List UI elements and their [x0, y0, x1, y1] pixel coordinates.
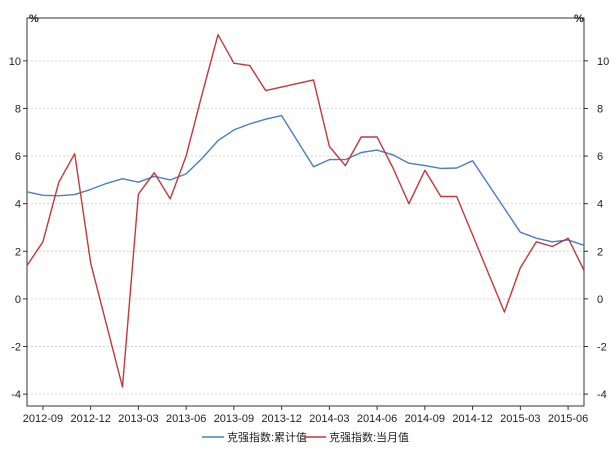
y-tick-label-right: 2	[597, 246, 603, 258]
series-lines	[26, 34, 585, 388]
x-tick-label: 2012-12	[70, 413, 110, 425]
legend-label-monthly: 克强指数:当月值	[329, 430, 409, 444]
axis-ticks: -4 -4 -2 -2 0 0 2 2 4 4 6 6 8 8 10 10 2012-09 2012-12 2013…	[9, 56, 610, 425]
y-tick-label-left: 4	[15, 199, 21, 211]
x-tick-label: 2013-06	[166, 413, 206, 425]
x-tick-label: 2014-03	[309, 413, 349, 425]
x-tick-label: 2014-09	[405, 413, 445, 425]
y-tick-label-right: -4	[597, 389, 607, 401]
y-tick-label-right: 6	[597, 151, 603, 163]
x-tick-label: 2013-12	[261, 413, 301, 425]
legend: 克强指数:累计值 克强指数:当月值	[202, 430, 409, 444]
y-unit-right: %	[574, 13, 584, 25]
y-unit-left: %	[29, 13, 39, 25]
x-tick-label: 2012-09	[23, 413, 63, 425]
series-line-1	[26, 34, 585, 388]
y-tick-label-left: -2	[11, 341, 21, 353]
x-tick-label: 2015-06	[548, 413, 588, 425]
plot-frame	[26, 17, 585, 407]
y-tick-label-left: 0	[15, 294, 21, 306]
y-tick-label-left: 8	[15, 103, 21, 115]
legend-label-cumulative: 克强指数:累计值	[227, 430, 307, 444]
y-tick-label-left: -4	[11, 389, 21, 401]
y-tick-label-left: 10	[9, 56, 21, 68]
y-tick-label-right: -2	[597, 341, 607, 353]
x-tick-label: 2013-09	[214, 413, 254, 425]
y-tick-label-left: 6	[15, 151, 21, 163]
y-tick-label-right: 10	[597, 56, 609, 68]
gridlines	[27, 60, 584, 395]
x-tick-label: 2014-12	[452, 413, 492, 425]
x-tick-label: 2014-06	[357, 413, 397, 425]
series-line-0	[26, 114, 585, 246]
y-tick-label-right: 8	[597, 103, 603, 115]
y-tick-label-right: 4	[597, 199, 603, 211]
y-tick-label-left: 2	[15, 246, 21, 258]
x-tick-label: 2015-03	[500, 413, 540, 425]
y-tick-label-right: 0	[597, 294, 603, 306]
x-tick-label: 2013-03	[118, 413, 158, 425]
